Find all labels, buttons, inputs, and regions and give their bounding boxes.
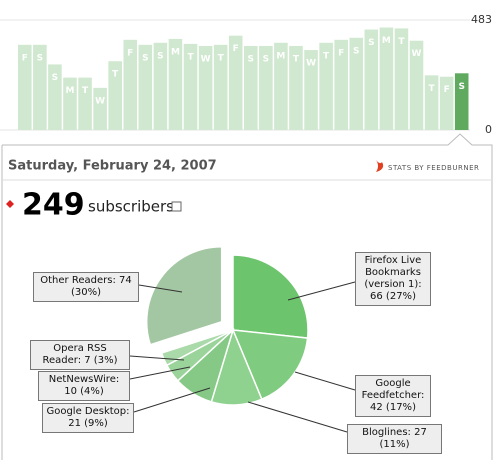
bar — [274, 42, 288, 131]
bar-day-label: F — [22, 53, 28, 63]
subscriber-count: 249 — [22, 188, 85, 223]
leader-line — [287, 281, 356, 301]
bar-day-label: F — [338, 48, 344, 58]
bar — [63, 77, 77, 130]
leader-line — [294, 371, 356, 391]
bar — [183, 43, 198, 131]
bar-day-label: T — [429, 84, 436, 94]
bar-day-label: T — [293, 54, 300, 64]
bar — [319, 42, 333, 131]
bar-day-label: M — [382, 36, 391, 46]
bar — [439, 76, 454, 130]
subscribers-label: subscribers — [88, 198, 174, 216]
bar — [48, 64, 62, 130]
bar-day-label: F — [444, 85, 450, 95]
bar-day-label: S — [353, 46, 359, 56]
bar-day-label: W — [306, 59, 316, 69]
slice-label: Google Feedfetcher: 42 (17%) — [355, 375, 431, 417]
pie-slice — [232, 254, 309, 339]
date: Saturday, February 24, 2007 — [8, 159, 217, 174]
bar-day-label: W — [412, 49, 422, 59]
bar — [108, 61, 122, 131]
bar — [138, 44, 153, 130]
bar-day-label: S — [248, 54, 254, 64]
bar-day-label: M — [276, 51, 285, 61]
bar — [168, 38, 183, 130]
bar — [213, 44, 228, 130]
bar-day-label: T — [82, 86, 89, 96]
bar — [454, 73, 469, 130]
bar-day-label: S — [458, 82, 464, 92]
bar — [244, 45, 258, 130]
slice-label: Google Desktop: 21 (9%) — [42, 403, 134, 433]
bar — [289, 45, 303, 130]
bar-day-label: S — [37, 53, 43, 63]
bar-day-label: M — [65, 86, 74, 96]
bar-day-label: T — [398, 37, 405, 47]
bar-day-label: W — [201, 54, 211, 64]
bar-day-label: S — [52, 73, 58, 83]
bar-day-label: S — [368, 38, 374, 48]
leader-line — [129, 366, 191, 380]
bar — [394, 28, 409, 131]
bar — [259, 45, 273, 130]
leader-line — [133, 387, 211, 413]
leader-line — [247, 401, 348, 433]
bar-day-label: F — [233, 44, 239, 54]
leader-line — [129, 355, 185, 361]
bar — [424, 75, 439, 130]
slice-label: Bloglines: 27 (11%) — [347, 424, 442, 454]
bar — [18, 44, 32, 130]
bar — [379, 27, 394, 131]
bar-day-label: T — [187, 52, 194, 62]
info-icon — [171, 201, 182, 212]
bar-day-label: S — [142, 53, 148, 63]
bar-day-label: T — [112, 70, 119, 80]
bar-day-label: T — [323, 51, 330, 61]
bar — [304, 50, 318, 130]
leader-line — [138, 284, 183, 293]
y-tick-label: 0 — [485, 123, 492, 136]
bar — [228, 35, 243, 130]
pie-slice — [145, 246, 223, 346]
pie-slice — [160, 329, 234, 367]
stats-by: STATS BY FEEDBURNER — [388, 164, 479, 172]
bar — [33, 44, 47, 130]
feedburner-icon — [376, 160, 384, 172]
slice-label: Firefox Live Bookmarks (version 1): 66 (… — [355, 252, 431, 306]
bar — [198, 45, 213, 130]
panel-border — [2, 133, 493, 460]
bar — [334, 39, 348, 131]
slice-label: Other Readers: 74 (30%) — [33, 272, 139, 302]
bar-day-label: T — [218, 53, 225, 63]
bar — [349, 37, 364, 130]
diamond — [6, 200, 14, 208]
y-tick-label: 483 — [471, 13, 492, 26]
slice-label: Opera RSS Reader: 7 (3%) — [30, 340, 130, 370]
bar — [93, 87, 107, 130]
bar-day-label: M — [171, 47, 180, 57]
bar — [153, 42, 168, 131]
bar — [409, 40, 424, 130]
pie-slice — [231, 329, 309, 401]
bar — [364, 29, 379, 131]
bar-day-label: S — [157, 51, 163, 61]
bar — [78, 77, 92, 130]
bar — [123, 39, 138, 131]
bar-day-label: W — [95, 96, 105, 106]
bar-day-label: S — [263, 54, 269, 64]
slice-label: NetNewsWire: 10 (4%) — [38, 371, 130, 401]
bar-day-label: F — [127, 48, 133, 58]
